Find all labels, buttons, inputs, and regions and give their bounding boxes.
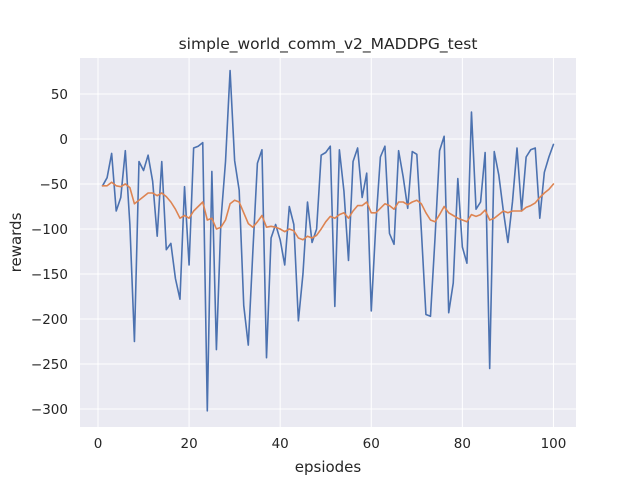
x-tick-label: 80: [454, 436, 471, 452]
x-tick-label: 0: [94, 436, 103, 452]
y-tick-label: −150: [31, 267, 68, 283]
x-axis-title: epsiodes: [295, 458, 362, 476]
y-tick-label: 50: [51, 87, 68, 103]
x-tick-label: 40: [272, 436, 289, 452]
y-tick-label: 0: [59, 132, 68, 148]
y-tick-label: −300: [31, 402, 68, 418]
series-lines: [101, 69, 555, 412]
y-tick-label: −100: [31, 222, 68, 238]
y-tick-labels: −300 −250 −200 −150 −100 −50 0 50: [31, 87, 68, 418]
y-axis-title: rewards: [7, 212, 25, 272]
series-line-smoothed: [101, 181, 555, 241]
y-tick-label: −250: [31, 357, 68, 373]
chart-title: simple_world_comm_v2_MADDPG_test: [179, 35, 478, 54]
x-tick-label: 100: [541, 436, 567, 452]
plot-background: [80, 58, 576, 427]
x-tick-labels: 0 20 40 60 80 100: [94, 436, 567, 452]
x-tick-label: 20: [180, 436, 197, 452]
series-line-rewards: [101, 69, 555, 412]
y-tick-label: −200: [31, 312, 68, 328]
y-tick-label: −50: [40, 177, 69, 193]
x-tick-label: 60: [363, 436, 380, 452]
